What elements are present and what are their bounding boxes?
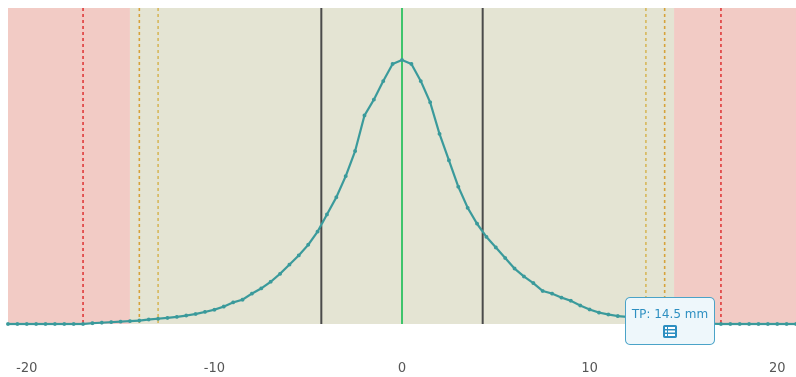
data-point (325, 212, 329, 217)
data-point (540, 289, 545, 293)
data-point (34, 322, 39, 326)
data-point (343, 174, 348, 179)
data-point (747, 322, 751, 326)
data-point (231, 300, 236, 305)
data-point (428, 100, 433, 105)
data-point (306, 242, 311, 247)
data-point (465, 205, 470, 210)
data-point (53, 322, 57, 326)
data-point (99, 320, 104, 325)
data-point (315, 229, 320, 234)
x-tick-label: -20 (16, 361, 37, 376)
data-point (193, 312, 198, 316)
data-point (156, 316, 160, 321)
data-point (456, 184, 461, 189)
data-point (568, 298, 573, 303)
data-point (109, 320, 114, 325)
data-point (296, 253, 301, 258)
data-point (381, 79, 386, 84)
data-point (203, 309, 207, 314)
data-point (493, 245, 498, 250)
data-point (334, 195, 339, 200)
data-point (578, 303, 583, 308)
data-point (165, 316, 170, 320)
data-point (362, 113, 367, 118)
data-point (128, 319, 132, 323)
data-point (756, 322, 761, 326)
data-point (522, 274, 526, 279)
data-point (775, 322, 780, 326)
annotation-tooltip[interactable]: TP: 14.5 mm (625, 297, 715, 345)
data-point (587, 307, 592, 312)
data-point (437, 132, 442, 136)
data-point (615, 314, 620, 318)
data-point (6, 322, 10, 326)
data-point (90, 321, 95, 326)
data-point (409, 62, 414, 66)
data-point (400, 58, 404, 62)
data-point (475, 221, 479, 226)
list-icon[interactable] (663, 325, 677, 338)
x-tick-label: -10 (204, 361, 225, 376)
x-tick-label: 0 (398, 361, 406, 376)
data-point (24, 322, 29, 326)
data-point (606, 312, 611, 317)
data-point (728, 322, 733, 326)
data-point (118, 319, 123, 324)
data-point (390, 62, 395, 66)
data-point (146, 317, 151, 322)
data-point (765, 322, 770, 326)
data-point (512, 266, 517, 271)
region-0 (8, 8, 130, 324)
data-point (287, 262, 292, 267)
data-point (268, 279, 273, 284)
data-point (503, 256, 508, 260)
x-axis-ticks: -20 -10 0 10 20 (16, 361, 785, 376)
data-point (15, 322, 20, 326)
data-point (737, 322, 742, 326)
data-point (240, 297, 245, 302)
data-point (371, 97, 376, 102)
data-point (43, 322, 48, 326)
data-point (137, 318, 142, 323)
data-point (221, 304, 226, 309)
x-tick-label: 10 (581, 361, 598, 376)
data-point (484, 234, 489, 239)
data-point (353, 149, 357, 153)
data-point (784, 322, 789, 326)
data-point (719, 322, 723, 326)
region-2 (674, 8, 796, 324)
data-point (531, 281, 536, 285)
data-point (250, 291, 254, 296)
data-point (447, 158, 451, 163)
data-point (81, 322, 85, 326)
x-tick-label: 20 (769, 361, 786, 376)
data-point (71, 322, 76, 326)
data-point (174, 314, 179, 319)
data-point (278, 271, 282, 276)
data-point (259, 286, 264, 291)
data-point (597, 310, 601, 315)
data-point (62, 322, 67, 326)
data-point (559, 295, 564, 300)
data-point (184, 313, 189, 318)
data-point (212, 307, 217, 312)
data-point (550, 291, 554, 296)
data-point (418, 79, 423, 84)
annotation-text: TP: 14.5 mm (631, 307, 709, 321)
